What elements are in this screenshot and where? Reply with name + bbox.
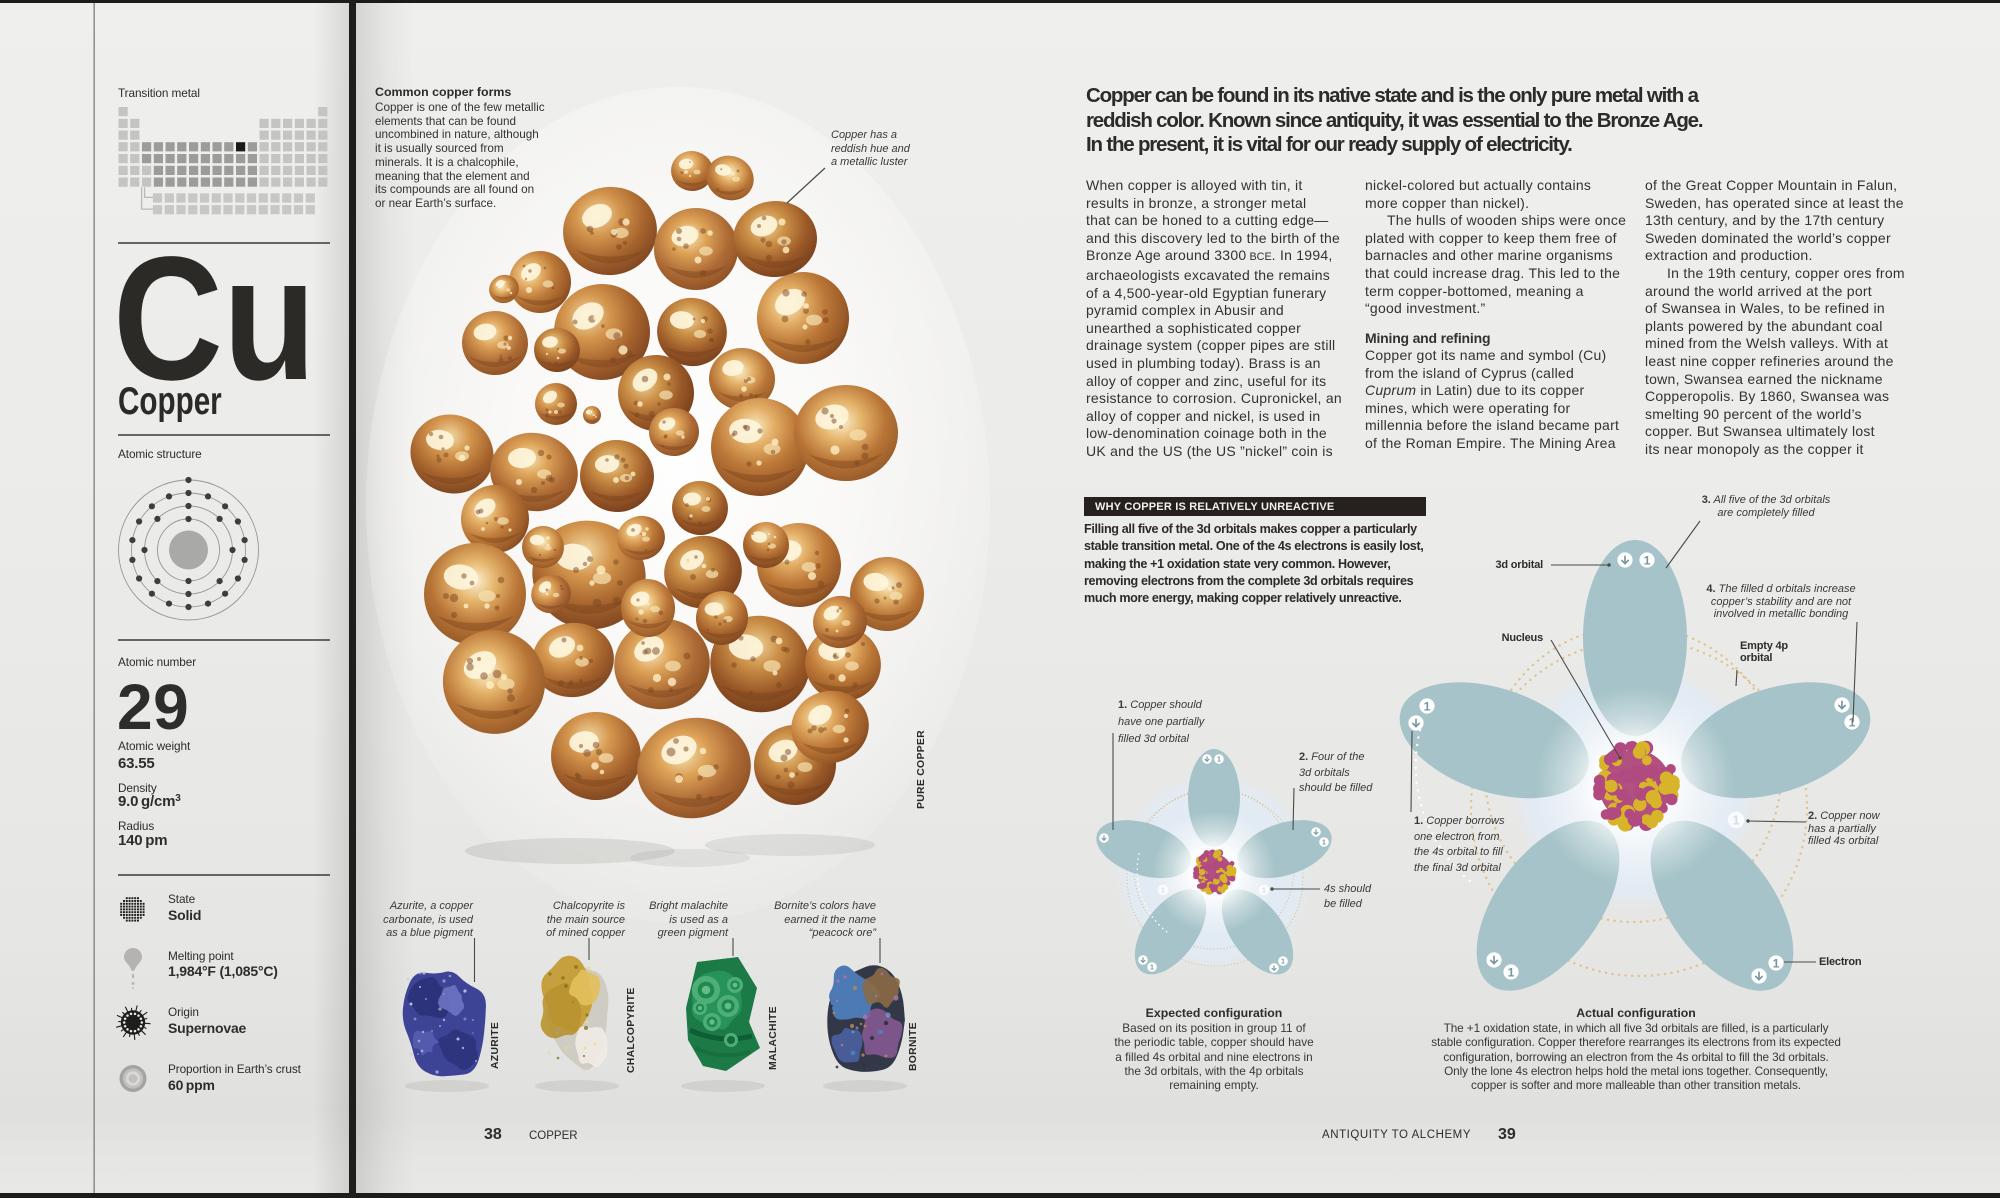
svg-text:1: 1 — [1217, 757, 1221, 764]
svg-text:1: 1 — [1849, 715, 1856, 729]
svg-text:1: 1 — [1262, 886, 1266, 895]
svg-text:1: 1 — [1773, 956, 1780, 970]
svg-text:1: 1 — [1508, 965, 1515, 979]
svg-text:1: 1 — [1424, 699, 1431, 713]
svg-text:1: 1 — [1281, 959, 1285, 966]
svg-text:Copper: Copper — [118, 380, 222, 423]
svg-text:1: 1 — [1150, 965, 1154, 972]
svg-text:Cu: Cu — [113, 250, 316, 417]
svg-text:1: 1 — [1322, 840, 1326, 847]
svg-text:1: 1 — [1161, 886, 1165, 895]
svg-text:1: 1 — [1644, 553, 1651, 567]
svg-text:1: 1 — [1732, 813, 1739, 828]
